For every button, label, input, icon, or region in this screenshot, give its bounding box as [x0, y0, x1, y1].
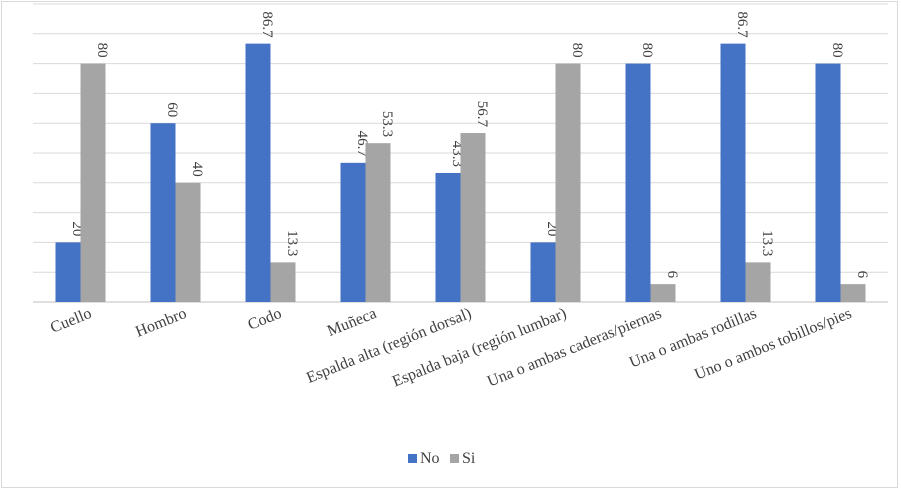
bar-no-6 — [625, 63, 651, 302]
legend: No Si — [408, 450, 476, 467]
bar-si-5 — [555, 63, 581, 302]
data-label: 60 — [164, 102, 180, 117]
data-label: 80 — [94, 43, 110, 58]
bar-si-0 — [80, 63, 106, 302]
legend-label-si: Si — [462, 450, 476, 467]
data-label: 56.7 — [474, 101, 490, 128]
bar-no-8 — [815, 63, 841, 302]
bar-si-6 — [650, 284, 676, 302]
bar-no-3 — [340, 162, 366, 302]
bar-no-2 — [245, 43, 271, 302]
data-label: 6 — [664, 271, 680, 279]
bar-si-2 — [270, 262, 296, 302]
x-tick-label: Una o ambas caderas/piernas — [485, 305, 664, 390]
bar-si-4 — [460, 133, 486, 302]
x-tick-label: Uno o ambos tobillos/pies — [692, 305, 854, 384]
data-label: 86.7 — [734, 11, 750, 38]
data-label: 13.3 — [284, 230, 300, 256]
legend-swatch-si — [450, 454, 459, 463]
x-tick-label: Muñeca — [325, 305, 379, 340]
data-label: 86.7 — [259, 11, 275, 38]
bar-no-0 — [55, 242, 81, 302]
x-tick-label: Codo — [245, 305, 284, 334]
x-tick-label: Espalda baja (región lumbar) — [390, 305, 569, 390]
data-label: 13.3 — [759, 230, 775, 256]
data-label: 80 — [569, 43, 585, 58]
bar-no-1 — [150, 123, 176, 302]
data-label: 53.3 — [379, 111, 395, 137]
bar-no-5 — [530, 242, 556, 302]
bar-no-7 — [720, 43, 746, 302]
data-label: 80 — [829, 43, 845, 58]
bar-si-3 — [365, 143, 391, 302]
legend-label-no: No — [420, 450, 440, 467]
x-tick-label: Cuello — [48, 305, 94, 337]
bar-si-8 — [840, 284, 866, 302]
bar-si-7 — [745, 262, 771, 302]
data-label: 40 — [189, 162, 205, 177]
bar-no-4 — [435, 172, 461, 302]
data-label: 80 — [639, 43, 655, 58]
data-label: 6 — [854, 271, 870, 279]
bar-si-1 — [175, 182, 201, 302]
x-tick-label: Hombro — [133, 305, 189, 341]
legend-swatch-no — [408, 454, 417, 463]
